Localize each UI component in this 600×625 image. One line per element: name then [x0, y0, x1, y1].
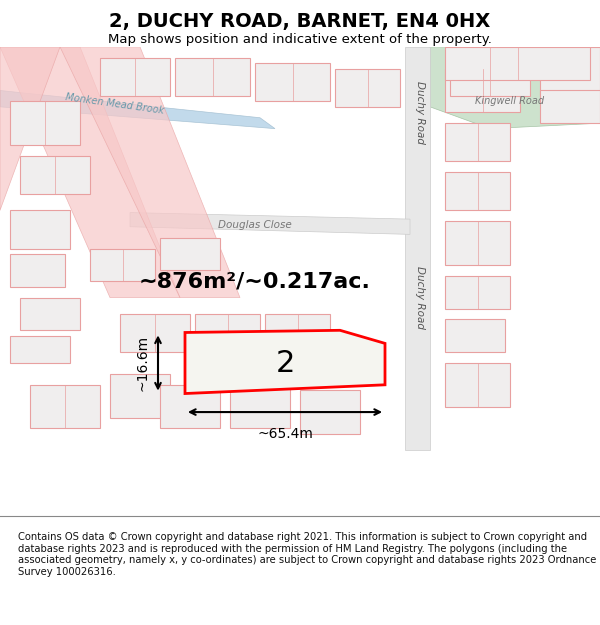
- Polygon shape: [445, 69, 520, 112]
- Text: Map shows position and indicative extent of the property.: Map shows position and indicative extent…: [108, 32, 492, 46]
- Polygon shape: [130, 213, 410, 234]
- Polygon shape: [230, 385, 290, 428]
- Polygon shape: [0, 47, 180, 298]
- Polygon shape: [445, 363, 510, 407]
- Text: Kingwell Road: Kingwell Road: [475, 96, 545, 106]
- Text: Duchy Road: Duchy Road: [415, 81, 425, 144]
- Polygon shape: [10, 211, 70, 249]
- Polygon shape: [300, 390, 360, 434]
- Polygon shape: [445, 319, 505, 352]
- Polygon shape: [120, 314, 190, 352]
- Text: Douglas Close: Douglas Close: [218, 219, 292, 229]
- Polygon shape: [445, 173, 510, 211]
- Polygon shape: [405, 47, 430, 450]
- Text: ~65.4m: ~65.4m: [257, 428, 313, 441]
- Polygon shape: [10, 101, 80, 145]
- Polygon shape: [20, 156, 90, 194]
- Polygon shape: [265, 314, 330, 347]
- Polygon shape: [100, 58, 170, 96]
- Polygon shape: [185, 330, 385, 394]
- Polygon shape: [10, 336, 70, 363]
- Polygon shape: [445, 123, 510, 161]
- Polygon shape: [160, 385, 220, 428]
- Polygon shape: [160, 238, 220, 271]
- Polygon shape: [445, 47, 590, 79]
- Polygon shape: [445, 276, 510, 309]
- Polygon shape: [335, 69, 400, 107]
- Text: Contains OS data © Crown copyright and database right 2021. This information is : Contains OS data © Crown copyright and d…: [18, 532, 596, 577]
- Polygon shape: [175, 58, 250, 96]
- Polygon shape: [0, 47, 60, 211]
- Polygon shape: [90, 249, 155, 281]
- Text: ~16.6m: ~16.6m: [136, 335, 150, 391]
- Text: 2: 2: [275, 349, 295, 378]
- Polygon shape: [60, 47, 240, 298]
- Polygon shape: [445, 221, 510, 265]
- Text: Duchy Road: Duchy Road: [415, 266, 425, 329]
- Polygon shape: [110, 374, 170, 418]
- Polygon shape: [30, 385, 100, 428]
- Polygon shape: [430, 47, 600, 129]
- Polygon shape: [20, 298, 80, 330]
- Polygon shape: [195, 314, 260, 347]
- Polygon shape: [450, 47, 530, 96]
- Text: Monken Mead Brook: Monken Mead Brook: [65, 92, 165, 116]
- Polygon shape: [0, 91, 275, 129]
- Text: ~876m²/~0.217ac.: ~876m²/~0.217ac.: [139, 271, 371, 291]
- Polygon shape: [10, 254, 65, 287]
- Text: 2, DUCHY ROAD, BARNET, EN4 0HX: 2, DUCHY ROAD, BARNET, EN4 0HX: [109, 12, 491, 31]
- Polygon shape: [540, 47, 600, 96]
- Polygon shape: [540, 91, 600, 123]
- Polygon shape: [255, 63, 330, 101]
